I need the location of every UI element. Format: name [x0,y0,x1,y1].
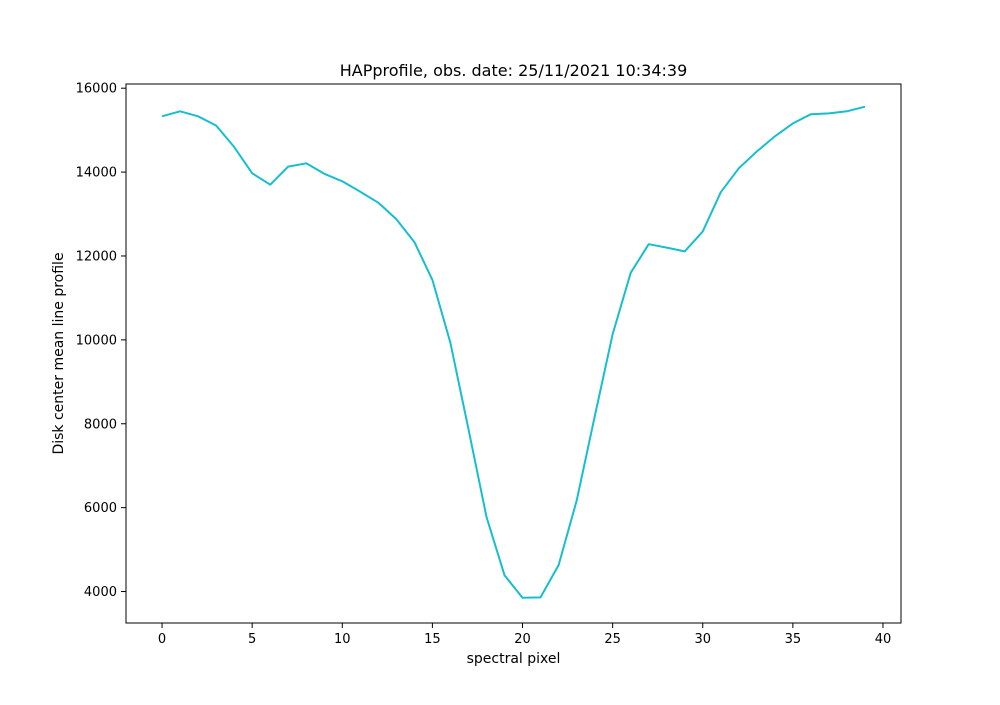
x-tick-label: 15 [424,632,441,647]
plot-area [126,84,901,623]
x-tick-label: 35 [785,632,802,647]
chart-title: HAPprofile, obs. date: 25/11/2021 10:34:… [340,61,688,80]
series-line [161,105,866,599]
x-tick-label: 10 [334,632,351,647]
x-axis-title: spectral pixel [467,651,561,667]
y-tick-label: 6000 [84,501,117,516]
x-tick-label: 40 [875,632,892,647]
y-tick-label: 12000 [76,249,117,264]
y-tick-label: 4000 [84,585,117,600]
y-axis-ticks: 4000 6000 8000 10000 12000 14000 16000 [76,82,126,600]
x-tick-label: 30 [694,632,711,647]
y-tick-label: 8000 [84,417,117,432]
plot-frame [125,83,902,624]
x-axis-ticks: 0 5 10 15 20 25 30 35 40 [158,623,891,647]
x-tick-label: 5 [248,632,256,647]
x-tick-label: 25 [604,632,621,647]
x-tick-label: 20 [514,632,531,647]
y-tick-label: 10000 [76,333,117,348]
y-axis-title: Disk center mean line profile [51,252,67,454]
y-tick-label: 16000 [76,82,117,97]
y-tick-label: 14000 [76,166,117,181]
x-tick-label: 0 [158,632,166,647]
